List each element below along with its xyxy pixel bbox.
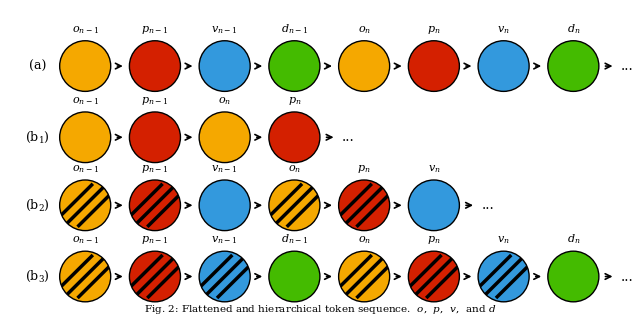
- Ellipse shape: [199, 112, 250, 163]
- Ellipse shape: [269, 251, 320, 302]
- Text: $o_n$: $o_n$: [358, 24, 371, 36]
- Ellipse shape: [129, 251, 180, 302]
- Text: $p_n$: $p_n$: [427, 24, 441, 36]
- Ellipse shape: [269, 180, 320, 231]
- Ellipse shape: [129, 180, 180, 231]
- Ellipse shape: [408, 180, 460, 231]
- Text: $v_n$: $v_n$: [428, 164, 440, 175]
- Ellipse shape: [199, 41, 250, 91]
- Text: $o_n$: $o_n$: [288, 164, 301, 175]
- Text: (a): (a): [29, 60, 46, 72]
- Text: $v_{n-1}$: $v_{n-1}$: [211, 235, 238, 246]
- Text: ...: ...: [621, 270, 634, 283]
- Text: $p_n$: $p_n$: [427, 234, 441, 246]
- Ellipse shape: [60, 112, 111, 163]
- Text: ...: ...: [342, 130, 355, 144]
- Ellipse shape: [199, 251, 250, 302]
- Text: $v_n$: $v_n$: [497, 24, 510, 36]
- Text: $o_{n-1}$: $o_{n-1}$: [72, 24, 99, 36]
- Text: $p_n$: $p_n$: [357, 163, 371, 175]
- Ellipse shape: [60, 180, 111, 231]
- Text: $v_n$: $v_n$: [497, 235, 510, 246]
- Text: $o_{n-1}$: $o_{n-1}$: [72, 164, 99, 175]
- Text: $o_{n-1}$: $o_{n-1}$: [72, 95, 99, 107]
- Text: Fig. 2: Flattened and hierarchical token sequence.  $o$,  $p$,  $v$,  and $d$: Fig. 2: Flattened and hierarchical token…: [143, 303, 496, 316]
- Ellipse shape: [478, 251, 529, 302]
- Text: $o_{n-1}$: $o_{n-1}$: [72, 235, 99, 246]
- Text: ...: ...: [481, 198, 494, 212]
- Text: $p_{n-1}$: $p_{n-1}$: [141, 163, 169, 175]
- Ellipse shape: [478, 41, 529, 91]
- Text: $o_n$: $o_n$: [218, 95, 231, 107]
- Text: $p_{n-1}$: $p_{n-1}$: [141, 234, 169, 246]
- Ellipse shape: [339, 180, 390, 231]
- Text: $v_{n-1}$: $v_{n-1}$: [211, 24, 238, 36]
- Ellipse shape: [60, 41, 111, 91]
- Ellipse shape: [60, 251, 111, 302]
- Ellipse shape: [408, 251, 460, 302]
- Text: $p_{n-1}$: $p_{n-1}$: [141, 95, 169, 107]
- Text: $d_{n-1}$: $d_{n-1}$: [280, 232, 308, 246]
- Ellipse shape: [199, 180, 250, 231]
- Ellipse shape: [269, 112, 320, 163]
- Ellipse shape: [339, 41, 390, 91]
- Ellipse shape: [339, 251, 390, 302]
- Ellipse shape: [129, 112, 180, 163]
- Text: $o_n$: $o_n$: [358, 235, 371, 246]
- Text: $p_{n-1}$: $p_{n-1}$: [141, 24, 169, 36]
- Ellipse shape: [548, 41, 599, 91]
- Text: (b$_2$): (b$_2$): [25, 198, 50, 213]
- Text: $p_n$: $p_n$: [287, 95, 301, 107]
- Text: ...: ...: [621, 59, 634, 73]
- Text: $d_n$: $d_n$: [566, 22, 580, 36]
- Text: (b$_1$): (b$_1$): [25, 130, 50, 145]
- Ellipse shape: [129, 41, 180, 91]
- Ellipse shape: [269, 41, 320, 91]
- Text: (b$_3$): (b$_3$): [25, 269, 50, 284]
- Ellipse shape: [548, 251, 599, 302]
- Ellipse shape: [408, 41, 460, 91]
- Text: $d_n$: $d_n$: [566, 232, 580, 246]
- Text: $v_{n-1}$: $v_{n-1}$: [211, 164, 238, 175]
- Text: $d_{n-1}$: $d_{n-1}$: [280, 22, 308, 36]
